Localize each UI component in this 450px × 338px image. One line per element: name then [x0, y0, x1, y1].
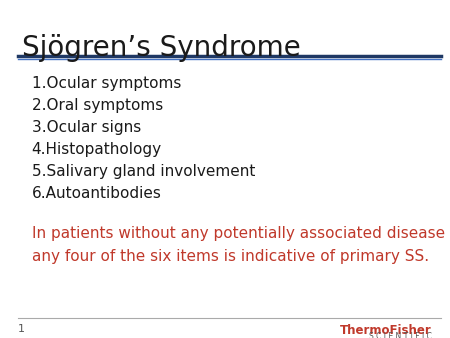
Text: any four of the six items is indicative of primary SS.: any four of the six items is indicative … — [32, 249, 428, 264]
Text: In patients without any potentially associated disease the presence of: In patients without any potentially asso… — [32, 226, 450, 241]
Text: 1: 1 — [18, 324, 25, 334]
Text: 5.Salivary gland involvement: 5.Salivary gland involvement — [32, 164, 255, 179]
Text: 6.Autoantibodies: 6.Autoantibodies — [32, 186, 162, 201]
Text: 2.Oral symptoms: 2.Oral symptoms — [32, 98, 163, 113]
Text: 1.Ocular symptoms: 1.Ocular symptoms — [32, 76, 181, 91]
Text: 4.Histopathology: 4.Histopathology — [32, 142, 162, 157]
Text: Sjögren’s Syndrome: Sjögren’s Syndrome — [22, 34, 301, 62]
Text: 3.Ocular signs: 3.Ocular signs — [32, 120, 141, 135]
Text: S C I E N T I F I C: S C I E N T I F I C — [369, 332, 432, 338]
Text: ThermoFisher: ThermoFisher — [340, 324, 432, 337]
